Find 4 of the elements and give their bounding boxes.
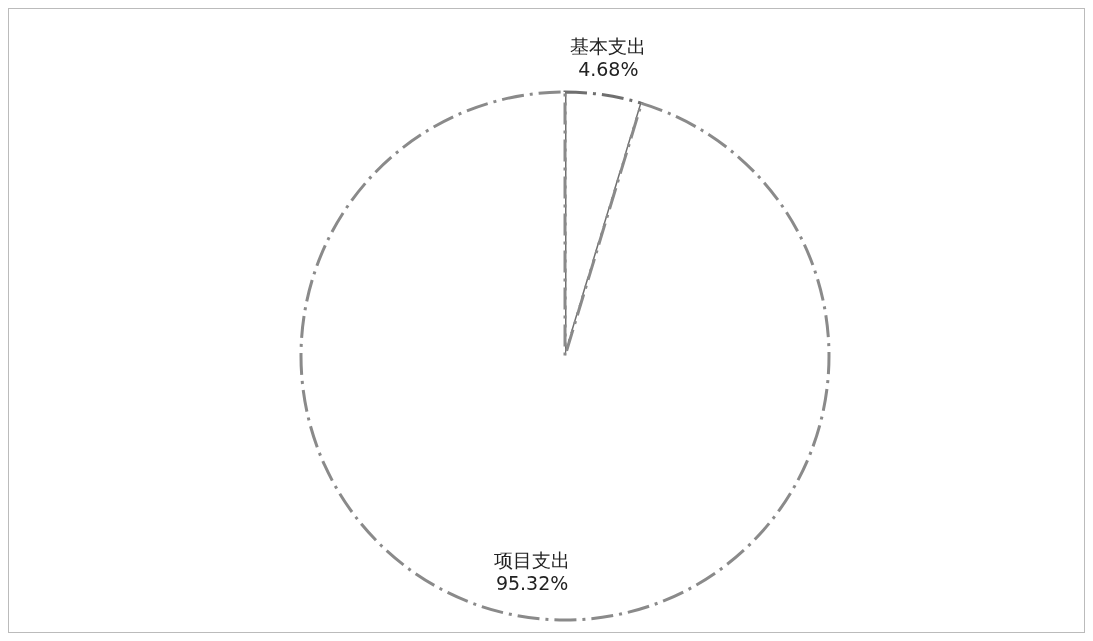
slice-label: 项目支出 xyxy=(494,548,571,571)
data-label: 4.68% xyxy=(578,57,639,80)
data-label: 95.32% xyxy=(495,571,569,594)
slice-label: 基本支出 xyxy=(570,34,647,57)
